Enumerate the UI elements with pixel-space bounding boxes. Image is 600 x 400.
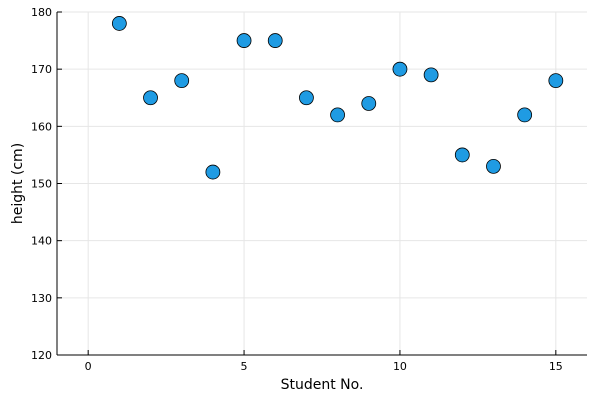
data-point <box>486 158 501 174</box>
tick-marks <box>57 11 557 356</box>
x-tick-label: 0 <box>85 360 92 373</box>
x-tick-label: 15 <box>549 360 563 373</box>
x-axis-title: Student No. <box>281 377 364 393</box>
data-point <box>454 147 470 163</box>
y-tick-label: 180 <box>31 6 52 19</box>
y-tick-label: 160 <box>31 120 52 133</box>
data-point <box>330 107 345 123</box>
data-point <box>174 73 190 88</box>
x-tick-label: 10 <box>393 360 407 373</box>
y-axis-title: height (cm) <box>10 143 26 224</box>
data-point <box>548 73 564 88</box>
y-tick-label: 140 <box>31 235 52 248</box>
data-point <box>111 16 127 31</box>
data-point <box>361 96 377 111</box>
data-point <box>143 90 158 106</box>
data-point <box>392 61 408 77</box>
grid-lines <box>57 11 587 356</box>
x-tick-label: 5 <box>241 360 248 373</box>
data-point <box>517 107 533 123</box>
y-tick-label: 170 <box>31 63 52 76</box>
data-point <box>423 67 439 83</box>
data-point <box>299 90 314 106</box>
y-tick-label: 130 <box>31 292 52 305</box>
data-point <box>205 164 221 180</box>
data-point <box>267 33 283 48</box>
y-tick-label: 120 <box>31 349 52 362</box>
y-tick-label: 150 <box>31 178 52 191</box>
tick-labels: 0 5 10 15 120 130 140 150 160 170 180 <box>31 6 563 373</box>
data-point <box>236 33 252 48</box>
data-points <box>111 16 564 180</box>
